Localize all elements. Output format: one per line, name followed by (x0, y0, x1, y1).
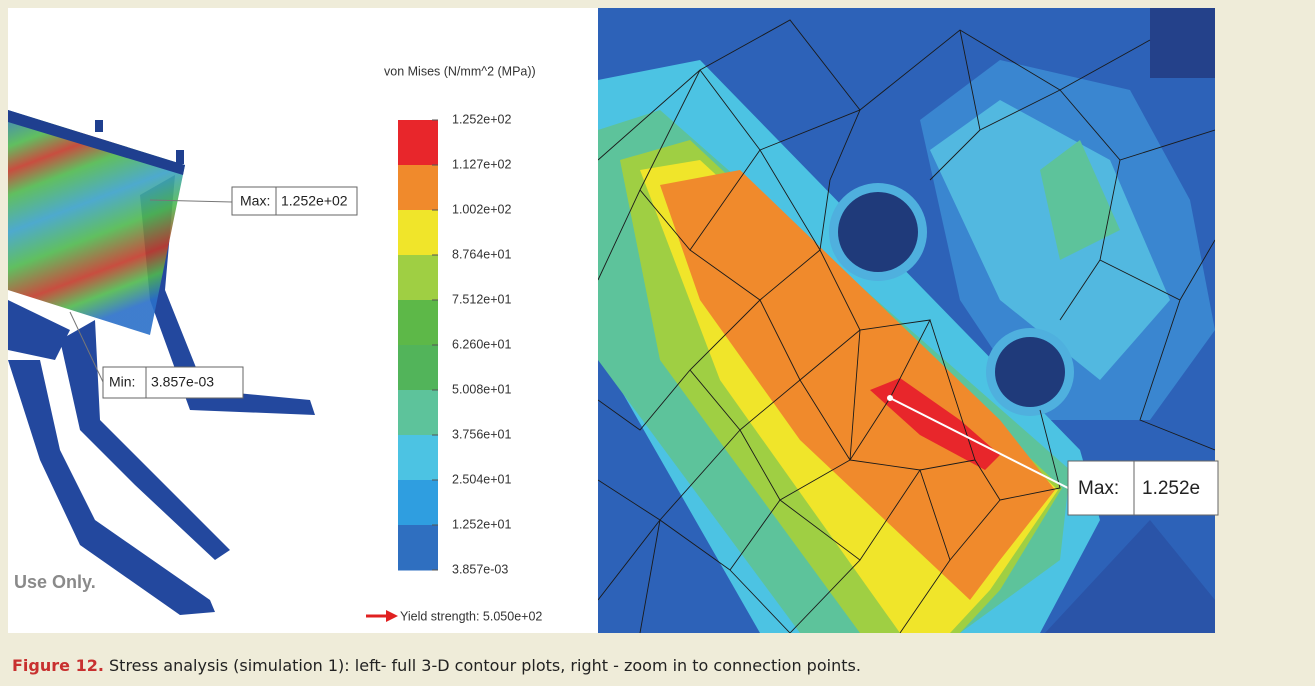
caption-label: Figure 12. (12, 656, 104, 675)
legend-level: 6.260e+01 (452, 337, 511, 351)
legend-level: 1.252e+02 (452, 112, 511, 126)
max-label: Max: (240, 193, 270, 209)
legend-level: 5.008e+01 (452, 382, 511, 396)
legend-level: 7.512e+01 (452, 292, 511, 306)
max-value: 1.252e (1142, 478, 1200, 499)
max-value: 1.252e+02 (281, 193, 348, 209)
legend-title: von Mises (N/mm^2 (MPa)) (384, 64, 536, 78)
caption-text: Stress analysis (simulation 1): left- fu… (109, 656, 861, 675)
legend-band (398, 345, 438, 391)
legend-band (398, 165, 438, 211)
legend-band (398, 435, 438, 481)
watermark: Use Only. (14, 572, 96, 592)
legend-level: 1.127e+02 (452, 157, 511, 171)
yield-label: Yield strength: 5.050e+02 (400, 609, 542, 623)
legend-band (398, 255, 438, 301)
legend-band (398, 120, 438, 166)
page: {"figure": { "left_panel": {"watermark":… (0, 0, 1315, 686)
legend-band (398, 480, 438, 526)
legend-band (398, 525, 438, 571)
legend-band (398, 300, 438, 346)
min-value: 3.857e-03 (151, 374, 214, 390)
zoom-model (598, 8, 1215, 633)
min-label: Min: (109, 374, 135, 390)
legend-level: 1.252e+01 (452, 517, 511, 531)
figure: Use Only. Max: 1.252e+02 Min: 3.857e-03 … (0, 0, 1315, 650)
caption: Figure 12. Stress analysis (simulation 1… (12, 656, 861, 675)
legend-band (398, 210, 438, 256)
legend-band (398, 390, 438, 436)
legend-level: 1.002e+02 (452, 202, 511, 216)
leader-dot (887, 395, 893, 401)
legend-level: 3.857e-03 (452, 562, 508, 576)
legend-level: 2.504e+01 (452, 472, 511, 486)
max-label: Max: (1078, 478, 1119, 499)
legend-level: 3.756e+01 (452, 427, 511, 441)
legend-level: 8.764e+01 (452, 247, 511, 261)
